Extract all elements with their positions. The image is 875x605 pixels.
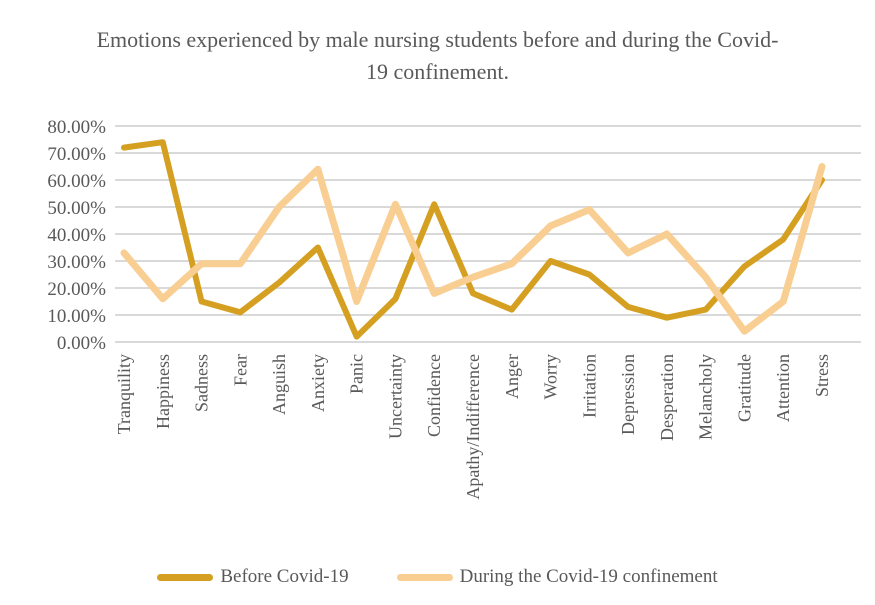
x-tick-label: Confidence [424,354,444,437]
y-tick-label: 70.00% [47,144,106,165]
y-tick-label: 50.00% [47,198,106,219]
legend: Before Covid-19 During the Covid-19 conf… [0,566,875,588]
line-chart: 0.00% 10.00% 20.00% 30.00% 40.00% 50.00% 60.00… [47,117,861,500]
x-axis-labels: Tranquility Happiness Sadness Fear Anguish An… [114,354,832,500]
y-axis-labels: 0.00% 10.00% 20.00% 30.00% 40.00% 50.00% 60.00… [47,117,106,354]
x-tick-label: Attention [773,354,793,422]
y-tick-label: 10.00% [47,306,106,327]
y-tick-label: 80.00% [47,117,106,138]
x-tick-label: Happiness [153,354,173,429]
chart-title: Emotions experienced by male nursing stu… [96,27,779,84]
y-tick-label: 0.00% [57,333,106,354]
y-tick-label: 40.00% [47,225,106,246]
x-tick-label: Stress [812,354,832,397]
y-tick-label: 20.00% [47,279,106,300]
series-during-line [120,163,826,335]
x-tick-label: Anxiety [308,354,328,412]
x-tick-label: Worry [541,354,561,400]
x-tick-label: Anger [502,354,522,399]
x-tick-label: Melancholy [696,354,716,440]
before-series-swatch [157,573,214,581]
x-tick-label: Panic [347,354,367,394]
legend-item-during: During the Covid-19 confinement [396,566,718,588]
legend-item-before: Before Covid-19 [157,566,349,588]
during-series-swatch [396,573,453,581]
x-tick-label: Depression [618,354,638,435]
x-tick-label: Anguish [269,354,289,415]
series-before-line [121,139,825,340]
y-tick-label: 30.00% [47,252,106,273]
x-tick-label: Gratitude [734,354,754,422]
x-tick-label: Uncertainty [385,354,405,439]
x-tick-label: Tranquility [114,354,134,434]
x-tick-label: Apathy/Indifference [463,354,483,500]
x-tick-label: Sadness [192,354,212,412]
legend-label-before: Before Covid-19 [220,566,349,587]
x-tick-label: Irritation [579,354,599,418]
y-tick-label: 60.00% [47,171,106,192]
legend-label-during: During the Covid-19 confinement [459,566,718,587]
x-tick-label: Desperation [657,354,677,441]
x-tick-label: Fear [230,354,250,386]
